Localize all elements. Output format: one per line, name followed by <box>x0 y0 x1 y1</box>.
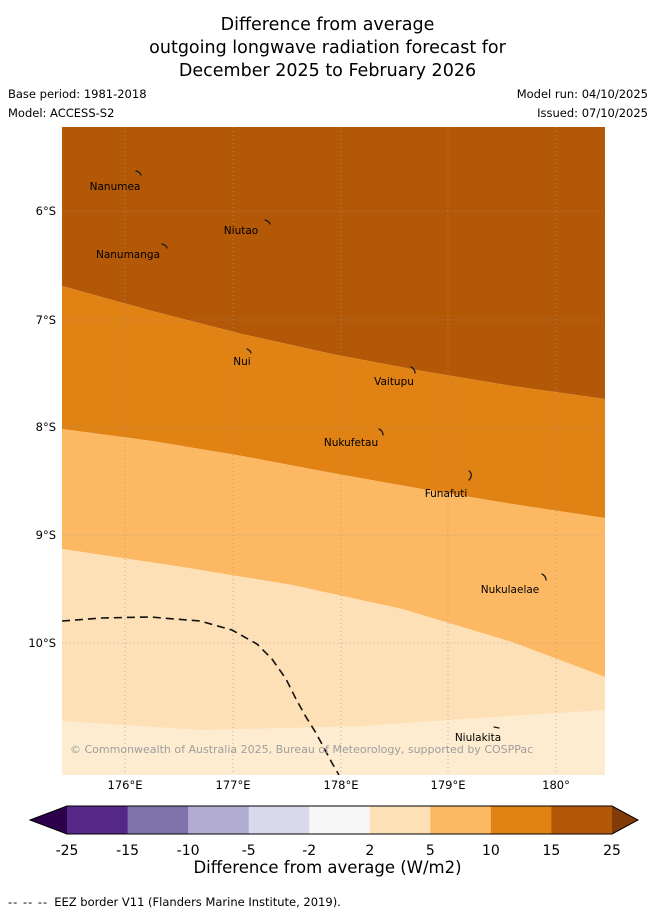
base-period-label: Base period: 1981-2018 <box>8 87 147 101</box>
lat-label-7s: 7°S <box>35 313 56 327</box>
island-mark-nanumea <box>135 170 142 176</box>
title-line-2: outgoing longwave radiation forecast for <box>149 38 506 58</box>
meta-right: Model run: 04/10/2025 Issued: 07/10/2025 <box>517 85 648 123</box>
lat-label-10s: 10°S <box>28 636 56 650</box>
island-mark-nukufetau <box>378 428 384 436</box>
island-mark-nui <box>246 348 252 354</box>
contour-band-bottom-light <box>62 710 605 775</box>
island-mark-vaitupu <box>410 366 416 374</box>
contour-band-15-25 <box>62 127 605 399</box>
colorbar-tick: 25 <box>603 843 621 859</box>
lat-label-8s: 8°S <box>35 420 56 434</box>
island-mark-niulakita <box>493 726 500 729</box>
colorbar-segment-15-25 <box>551 806 612 834</box>
copyright-text: © Commonwealth of Australia 2025, Bureau… <box>70 743 533 756</box>
contour-band-2-5 <box>62 549 605 775</box>
lat-label-9s: 9°S <box>35 528 56 542</box>
colorbar-segment-5-10 <box>430 806 492 834</box>
meta-left: Base period: 1981-2018 Model: ACCESS-S2 <box>8 85 147 123</box>
colorbar-left-arrow <box>30 806 67 834</box>
colorbar-segment-10-15 <box>490 806 552 834</box>
colorbar-right-arrow <box>612 806 638 834</box>
colorbar-tick: -10 <box>177 843 200 859</box>
title-line-3: December 2025 to February 2026 <box>178 61 477 81</box>
island-label-nukufetau: Nukufetau <box>324 437 378 449</box>
island-label-niutao: Niutao <box>224 225 258 237</box>
colorbar-tick: 15 <box>542 843 560 859</box>
island-label-niulakita: Niulakita <box>455 732 501 744</box>
lon-label-176e: 176°E <box>107 778 143 792</box>
island-label-nanumanga: Nanumanga <box>96 249 160 261</box>
title-line-1: Difference from average <box>220 15 435 35</box>
colorbar-outline <box>28 805 640 835</box>
contour-band-5-10 <box>62 429 605 677</box>
issued-label: Issued: 07/10/2025 <box>537 106 648 120</box>
eez-border-line <box>62 616 340 775</box>
colorbar-segment-neg15-neg10 <box>127 806 189 834</box>
contour-band-10-15 <box>62 286 605 518</box>
colorbar: -25 -15 -10 -5 -2 2 5 10 15 25 <box>28 805 640 859</box>
island-labels: Nanumea Niutao Nanumanga Nui Vaitupu Nuk… <box>90 181 540 744</box>
model-run-label: Model run: 04/10/2025 <box>516 87 648 101</box>
island-marks <box>135 170 547 729</box>
colorbar-tick: 10 <box>482 843 500 859</box>
colorbar-tick: -5 <box>242 843 256 859</box>
eez-note-text: EEZ border V11 (Flanders Marine Institut… <box>54 895 341 909</box>
page-title: Difference from average outgoing longwav… <box>0 14 655 83</box>
colorbar-tick: -25 <box>56 843 79 859</box>
lon-label-178e: 178°E <box>323 778 359 792</box>
colorbar-segment-neg2-2 <box>309 806 371 834</box>
colorbar-tick: 5 <box>426 843 435 859</box>
island-label-nui: Nui <box>233 356 250 368</box>
eez-legend: -- -- -- EEZ border V11 (Flanders Marine … <box>8 895 341 909</box>
colorbar-segment-neg10-neg5 <box>188 806 250 834</box>
island-mark-funafuti <box>468 470 472 481</box>
island-label-funafuti: Funafuti <box>425 488 468 500</box>
island-label-nukulaelae: Nukulaelae <box>481 584 540 596</box>
lon-label-177e: 177°E <box>215 778 251 792</box>
colorbar-label: Difference from average (W/m2) <box>193 858 462 877</box>
island-label-vaitupu: Vaitupu <box>374 376 414 388</box>
island-label-nanumea: Nanumea <box>90 181 141 193</box>
island-mark-nukulaelae <box>541 573 547 581</box>
lon-label-180: 180° <box>542 778 570 792</box>
lon-label-179e: 179°E <box>430 778 466 792</box>
colorbar-ticks: -25 -15 -10 -5 -2 2 5 10 15 25 <box>56 843 621 859</box>
model-label: Model: ACCESS-S2 <box>8 106 115 120</box>
colorbar-tick: 2 <box>365 843 374 859</box>
colorbar-tick: -2 <box>302 843 316 859</box>
eez-dash-sample: -- -- -- <box>8 895 49 909</box>
island-mark-nanumanga <box>161 243 168 249</box>
gridlines <box>62 127 605 775</box>
colorbar-segment-neg5-neg2 <box>248 806 310 834</box>
colorbar-tick: -15 <box>116 843 139 859</box>
forecast-map: Nanumea Niutao Nanumanga Nui Vaitupu Nuk… <box>62 127 605 775</box>
colorbar-segment-neg25-neg15 <box>67 806 128 834</box>
lat-label-6s: 6°S <box>35 204 56 218</box>
island-mark-niutao <box>264 219 271 225</box>
colorbar-segment-2-5 <box>369 806 431 834</box>
